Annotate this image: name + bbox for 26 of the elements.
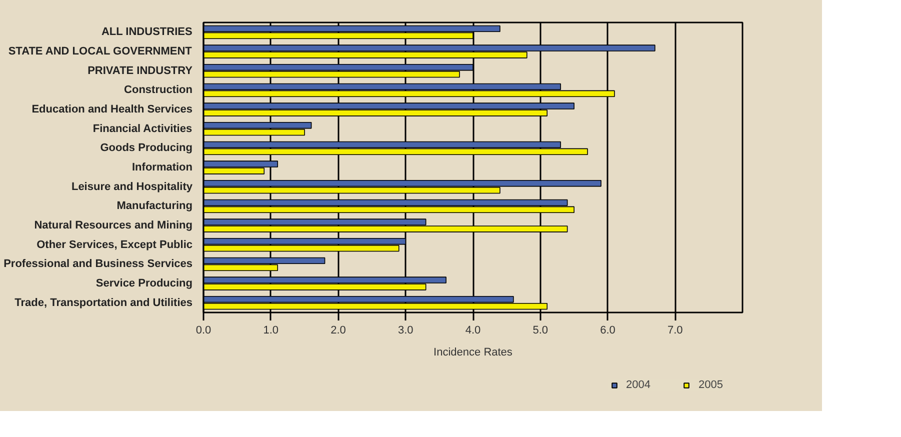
y-tick-label: STATE AND LOCAL GOVERNMENT [8,46,192,58]
y-tick-label: Construction [124,84,193,96]
y-tick-label: Manufacturing [116,200,193,212]
x-tick-label: 4.0 [465,324,481,336]
y-tick-label: Service Producing [96,278,193,290]
x-tick-label: 1.0 [263,324,279,336]
y-tick-label: Education and Health Services [32,104,193,116]
y-tick-label: PRIVATE INDUSTRY [88,64,194,77]
x-tick-label: 5.0 [532,324,548,336]
y-tick-label: Financial Activities [92,122,192,135]
y-tick-label: Other Services, Except Public [36,238,193,251]
x-tick-label: 7.0 [667,324,683,336]
legend-label: 2005 [698,379,723,391]
y-tick-label: Leisure and Hospitality [71,180,194,193]
y-tick-label: Information [132,162,193,174]
x-tick-label: 6.0 [600,324,616,336]
y-tick-label: Goods Producing [100,142,193,154]
x-tick-label: 3.0 [398,324,414,336]
y-tick-label: Trade, Transportation and Utilities [14,296,193,309]
x-tick-label: 0.0 [196,324,212,336]
legend-label: 2004 [626,379,650,391]
y-tick-label: ALL INDUSTRIES [101,26,192,38]
x-tick-label: 2.0 [330,324,346,336]
y-tick-label: Professional and Business Services [4,258,193,270]
y-tick-label: Natural Resources and Mining [34,220,193,232]
x-axis-title: Incidence Rates [434,346,513,358]
